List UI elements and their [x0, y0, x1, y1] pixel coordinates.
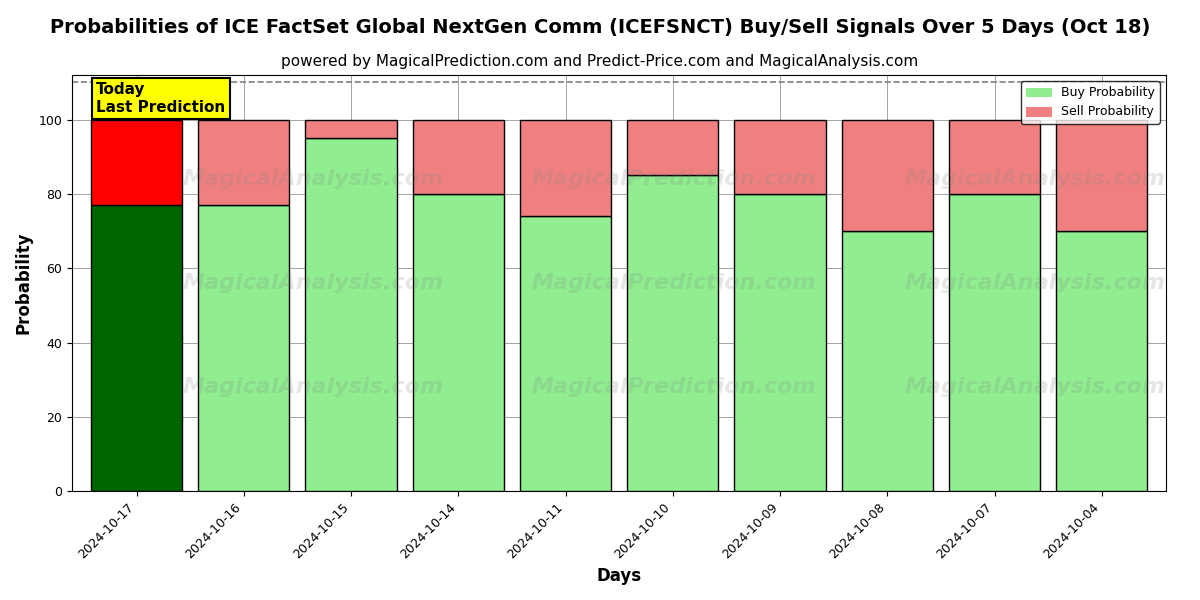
Bar	[306, 119, 396, 138]
Bar	[198, 205, 289, 491]
Legend: Buy Probability, Sell Probability: Buy Probability, Sell Probability	[1021, 81, 1160, 124]
Bar	[949, 119, 1040, 194]
Bar	[520, 216, 611, 491]
Text: MagicalAnalysis.com: MagicalAnalysis.com	[905, 377, 1165, 397]
Text: powered by MagicalPrediction.com and Predict-Price.com and MagicalAnalysis.com: powered by MagicalPrediction.com and Pre…	[281, 54, 919, 69]
Bar	[306, 138, 396, 491]
Bar	[628, 119, 719, 175]
Bar	[91, 119, 182, 205]
Text: Today
Last Prediction: Today Last Prediction	[96, 82, 226, 115]
Bar	[1056, 231, 1147, 491]
Bar	[413, 119, 504, 194]
Text: MagicalPrediction.com: MagicalPrediction.com	[532, 169, 816, 189]
Bar	[413, 194, 504, 491]
Bar	[734, 194, 826, 491]
Text: MagicalAnalysis.com: MagicalAnalysis.com	[905, 273, 1165, 293]
Bar	[628, 175, 719, 491]
Bar	[841, 119, 932, 231]
Text: MagicalAnalysis.com: MagicalAnalysis.com	[182, 377, 443, 397]
Text: MagicalPrediction.com: MagicalPrediction.com	[532, 273, 816, 293]
Text: MagicalAnalysis.com: MagicalAnalysis.com	[905, 169, 1165, 189]
Y-axis label: Probability: Probability	[16, 232, 34, 334]
Bar	[198, 119, 289, 205]
X-axis label: Days: Days	[596, 567, 642, 585]
Text: MagicalAnalysis.com: MagicalAnalysis.com	[182, 169, 443, 189]
Text: MagicalAnalysis.com: MagicalAnalysis.com	[182, 273, 443, 293]
Bar	[91, 205, 182, 491]
Bar	[841, 231, 932, 491]
Bar	[520, 119, 611, 216]
Text: MagicalPrediction.com: MagicalPrediction.com	[532, 377, 816, 397]
Bar	[734, 119, 826, 194]
Text: Probabilities of ICE FactSet Global NextGen Comm (ICEFSNCT) Buy/Sell Signals Ove: Probabilities of ICE FactSet Global Next…	[50, 18, 1150, 37]
Bar	[1056, 119, 1147, 231]
Bar	[949, 194, 1040, 491]
